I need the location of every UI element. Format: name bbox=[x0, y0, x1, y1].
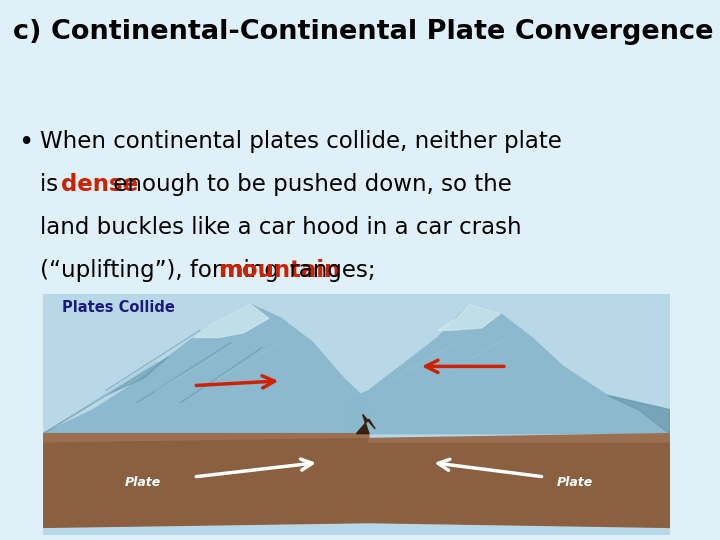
Text: mountain: mountain bbox=[218, 259, 341, 282]
Polygon shape bbox=[344, 304, 670, 434]
Polygon shape bbox=[43, 434, 369, 443]
Text: land buckles like a car hood in a car crash: land buckles like a car hood in a car cr… bbox=[40, 216, 521, 239]
Polygon shape bbox=[43, 304, 369, 434]
Text: •: • bbox=[18, 130, 33, 156]
Polygon shape bbox=[194, 304, 269, 338]
Text: enough to be pushed down, so the: enough to be pushed down, so the bbox=[106, 173, 512, 196]
Text: is: is bbox=[40, 173, 65, 196]
Text: (“uplifting”), forming: (“uplifting”), forming bbox=[40, 259, 286, 282]
Text: c) Continental-Continental Plate Convergence: c) Continental-Continental Plate Converg… bbox=[13, 19, 714, 45]
Polygon shape bbox=[607, 395, 670, 434]
Polygon shape bbox=[369, 434, 670, 443]
Text: Plate: Plate bbox=[125, 476, 161, 489]
Text: dense: dense bbox=[61, 173, 138, 196]
Text: ranges;: ranges; bbox=[282, 259, 375, 282]
Polygon shape bbox=[43, 357, 168, 434]
Text: When continental plates collide, neither plate: When continental plates collide, neither… bbox=[40, 130, 562, 153]
Polygon shape bbox=[43, 438, 369, 528]
Text: Plate: Plate bbox=[557, 476, 593, 489]
Polygon shape bbox=[356, 415, 375, 434]
Polygon shape bbox=[438, 304, 500, 330]
Polygon shape bbox=[369, 443, 670, 528]
Text: Plates Collide: Plates Collide bbox=[62, 300, 175, 315]
